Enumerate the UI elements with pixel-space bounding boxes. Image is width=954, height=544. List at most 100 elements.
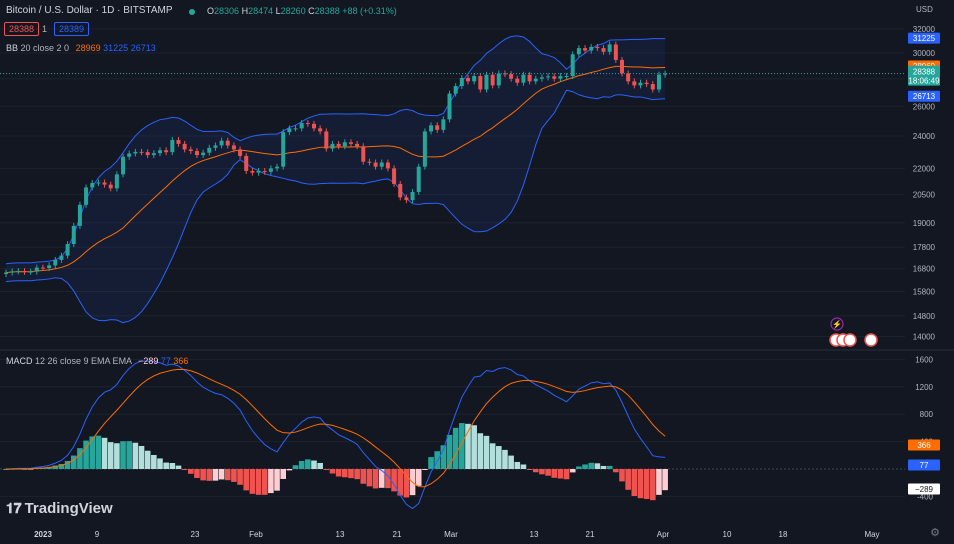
macd-histogram-bar — [70, 455, 77, 469]
candle-body — [47, 265, 52, 269]
macd-tick-label: 800 — [920, 410, 934, 419]
candle-body — [312, 123, 316, 129]
macd-histogram-bar — [144, 450, 151, 469]
macd-histogram-bar — [662, 469, 668, 491]
macd-histogram-bar — [261, 469, 268, 495]
macd-histogram-bar — [397, 469, 404, 496]
candle-body — [613, 44, 618, 60]
candle-body — [207, 147, 212, 153]
bb-lower-badge: 26713 — [913, 92, 936, 101]
macd-histogram-bar — [298, 461, 305, 469]
settings-gear-icon[interactable]: ⚙ — [930, 527, 940, 539]
macd-histogram-bar — [551, 469, 558, 478]
bollinger-basis-line — [5, 65, 666, 274]
candle-body — [287, 128, 292, 133]
candle-body — [441, 119, 446, 130]
bb-basis-value: 28969 — [75, 43, 101, 53]
currency-label[interactable]: USD — [916, 5, 933, 14]
macd-histogram-bar — [200, 469, 206, 481]
candle-body — [318, 128, 323, 132]
macd-histogram-bar — [606, 465, 613, 469]
high-label: H — [241, 6, 249, 16]
candle-body — [244, 155, 249, 171]
buy-button[interactable]: 28389 — [54, 22, 90, 36]
candle-body — [90, 183, 95, 188]
macd-histogram-bar — [545, 469, 551, 476]
low-value: 28260 — [280, 6, 306, 16]
macd-histogram-bar — [643, 469, 650, 500]
close-value: 28388 — [314, 6, 340, 16]
symbol-title[interactable]: Bitcoin / U.S. Dollar · 1D · BITSTAMP — [6, 5, 173, 16]
candle-body — [201, 152, 206, 156]
candle-body — [552, 76, 557, 79]
macd-histogram-bar — [114, 443, 120, 469]
macd-histogram-bar — [323, 469, 330, 471]
candle-body — [466, 78, 470, 82]
price-tick-label: 15800 — [913, 287, 936, 296]
macd-histogram-bar — [64, 460, 71, 469]
macd-histogram-bar — [594, 463, 601, 469]
macd-histogram-bar — [588, 462, 594, 469]
us-flag-event-icon — [843, 333, 857, 347]
macd-histogram-bar — [163, 462, 169, 469]
time-tick-label: 23 — [191, 530, 200, 539]
macd-histogram-bar — [360, 469, 367, 484]
candle-body — [34, 267, 39, 272]
candle-body — [65, 244, 70, 256]
time-tick-label: 9 — [95, 530, 100, 539]
time-tick-label: 13 — [336, 530, 345, 539]
candle-body — [385, 162, 390, 169]
candle-body — [151, 153, 156, 156]
candle-body — [558, 76, 563, 79]
macd-histogram-bar — [126, 441, 132, 469]
candle-body — [133, 151, 138, 154]
macd-signal-badge: 366 — [917, 441, 931, 450]
candle-body — [410, 191, 415, 201]
candle-body — [71, 225, 76, 245]
candle-body — [453, 86, 458, 94]
price-tick-label: 17800 — [913, 243, 936, 252]
time-tick-label: 21 — [586, 530, 595, 539]
candle-body — [650, 84, 655, 90]
candle-body — [108, 184, 113, 189]
bollinger-band-fill — [6, 35, 666, 323]
macd-histogram-bar — [372, 469, 379, 489]
candle-body — [342, 142, 347, 147]
tv-logo-icon: 𝟏𝟕 — [6, 500, 22, 516]
candle-body — [398, 183, 403, 198]
candle-body — [367, 161, 372, 163]
macd-histogram-bar — [631, 469, 638, 497]
macd-histogram-bar — [637, 469, 644, 499]
candle-body — [644, 82, 649, 85]
macd-histogram-bar — [452, 427, 459, 469]
sell-button[interactable]: 28388 — [4, 22, 40, 36]
tradingview-logo[interactable]: 𝟏𝟕 TradingView — [6, 500, 113, 517]
candle-body — [509, 74, 514, 79]
macd-histogram-bar — [194, 469, 200, 478]
candle-body — [632, 81, 637, 86]
candle-body — [170, 139, 175, 153]
candle-body — [139, 151, 144, 153]
close-label: C — [308, 6, 315, 16]
us-flag-event-icon — [864, 333, 878, 347]
candle-body — [145, 152, 150, 156]
macd-tick-label: 1600 — [915, 355, 933, 364]
macd-histogram-bar — [471, 425, 477, 469]
candle-body — [10, 271, 15, 273]
macd-histogram-bar — [459, 423, 465, 469]
bb-lower-badge-bg — [908, 90, 940, 102]
macd-legend[interactable]: MACD 12 26 close 9 EMA EMA −289 77 366 — [6, 356, 188, 366]
candle-body — [435, 125, 440, 130]
macd-histogram-bar — [157, 458, 163, 469]
macd-histogram-bar — [613, 469, 619, 473]
candle-body — [176, 139, 181, 144]
tv-logo-text: TradingView — [24, 500, 113, 517]
bb-legend[interactable]: BB 20 close 2 0 28969 31225 26713 — [6, 43, 156, 53]
candle-body — [459, 78, 464, 87]
macd-histogram-bar — [563, 469, 570, 480]
macd-tick-label: -400 — [917, 492, 934, 501]
macd-signal-value: 366 — [173, 356, 189, 366]
macd-histogram-bar — [378, 469, 385, 488]
price-tick-label: 30000 — [913, 49, 936, 58]
